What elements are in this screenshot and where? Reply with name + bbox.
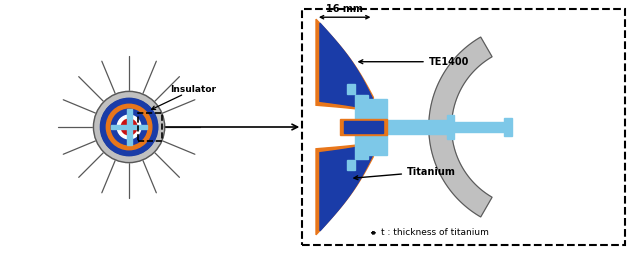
Circle shape: [117, 115, 141, 139]
Text: Titanium: Titanium: [354, 167, 456, 180]
Bar: [127, 109, 132, 145]
Bar: [446, 115, 454, 139]
Polygon shape: [320, 144, 372, 231]
Text: t : thickness of titanium: t : thickness of titanium: [381, 228, 489, 237]
Polygon shape: [320, 23, 372, 110]
Circle shape: [101, 98, 158, 156]
Polygon shape: [316, 19, 373, 111]
Bar: [302, 9, 625, 245]
Text: Insulator: Insulator: [152, 85, 216, 109]
Bar: [504, 118, 512, 136]
Bar: [354, 95, 368, 159]
Bar: [365, 99, 387, 155]
Bar: [387, 120, 451, 134]
Circle shape: [121, 119, 137, 135]
Bar: [454, 122, 504, 132]
Polygon shape: [316, 143, 373, 235]
Bar: [344, 121, 383, 133]
Bar: [347, 160, 354, 169]
Circle shape: [111, 109, 147, 145]
Text: TE1400: TE1400: [359, 57, 469, 67]
Polygon shape: [429, 37, 492, 217]
Circle shape: [106, 104, 152, 150]
Circle shape: [94, 91, 165, 163]
Bar: [340, 119, 387, 135]
Bar: [138, 113, 161, 141]
Text: 16 mm: 16 mm: [326, 4, 363, 14]
Bar: [111, 124, 147, 130]
Bar: [347, 85, 354, 94]
